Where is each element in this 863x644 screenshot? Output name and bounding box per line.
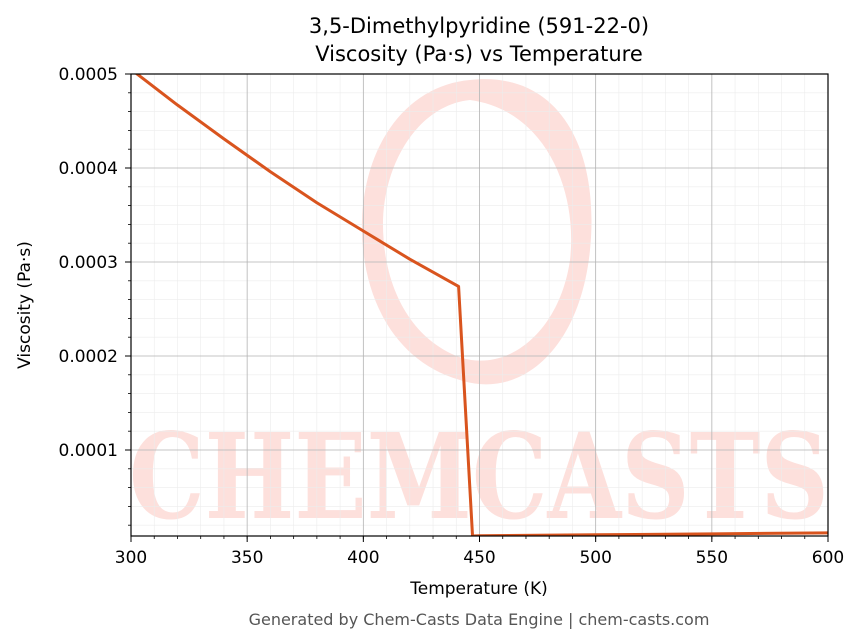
y-tick-label: 0.0003 bbox=[59, 253, 118, 273]
x-tick-label: 600 bbox=[812, 548, 844, 568]
chart-subtitle: Viscosity (Pa·s) vs Temperature bbox=[315, 42, 643, 66]
watermark: CHEMCASTS bbox=[129, 79, 829, 546]
watermark-text: CHEMCASTS bbox=[129, 407, 829, 546]
x-tick-label: 400 bbox=[347, 548, 379, 568]
chart-title: 3,5-Dimethylpyridine (591-22-0) bbox=[309, 14, 649, 38]
x-tick-label: 350 bbox=[231, 548, 263, 568]
x-tick-label: 300 bbox=[115, 548, 147, 568]
y-tick-label: 0.0002 bbox=[59, 347, 118, 367]
y-tick-label: 0.0001 bbox=[59, 441, 118, 461]
y-tick-label: 0.0004 bbox=[59, 159, 118, 179]
x-axis: 300 350 400 450 500 550 600 bbox=[115, 536, 844, 568]
x-tick-label: 550 bbox=[696, 548, 728, 568]
y-axis: 0.0001 0.0002 0.0003 0.0004 0.0005 bbox=[59, 65, 131, 526]
series-line bbox=[134, 74, 828, 536]
x-axis-label: Temperature (K) bbox=[409, 579, 548, 599]
y-axis-label: Viscosity (Pa·s) bbox=[15, 241, 35, 369]
x-tick-label: 450 bbox=[463, 548, 495, 568]
footer-credit: Generated by Chem-Casts Data Engine | ch… bbox=[249, 610, 710, 629]
watermark-swirl bbox=[361, 79, 592, 385]
series-layer bbox=[134, 74, 828, 536]
x-tick-label: 500 bbox=[579, 548, 611, 568]
y-tick-label: 0.0005 bbox=[59, 65, 118, 85]
